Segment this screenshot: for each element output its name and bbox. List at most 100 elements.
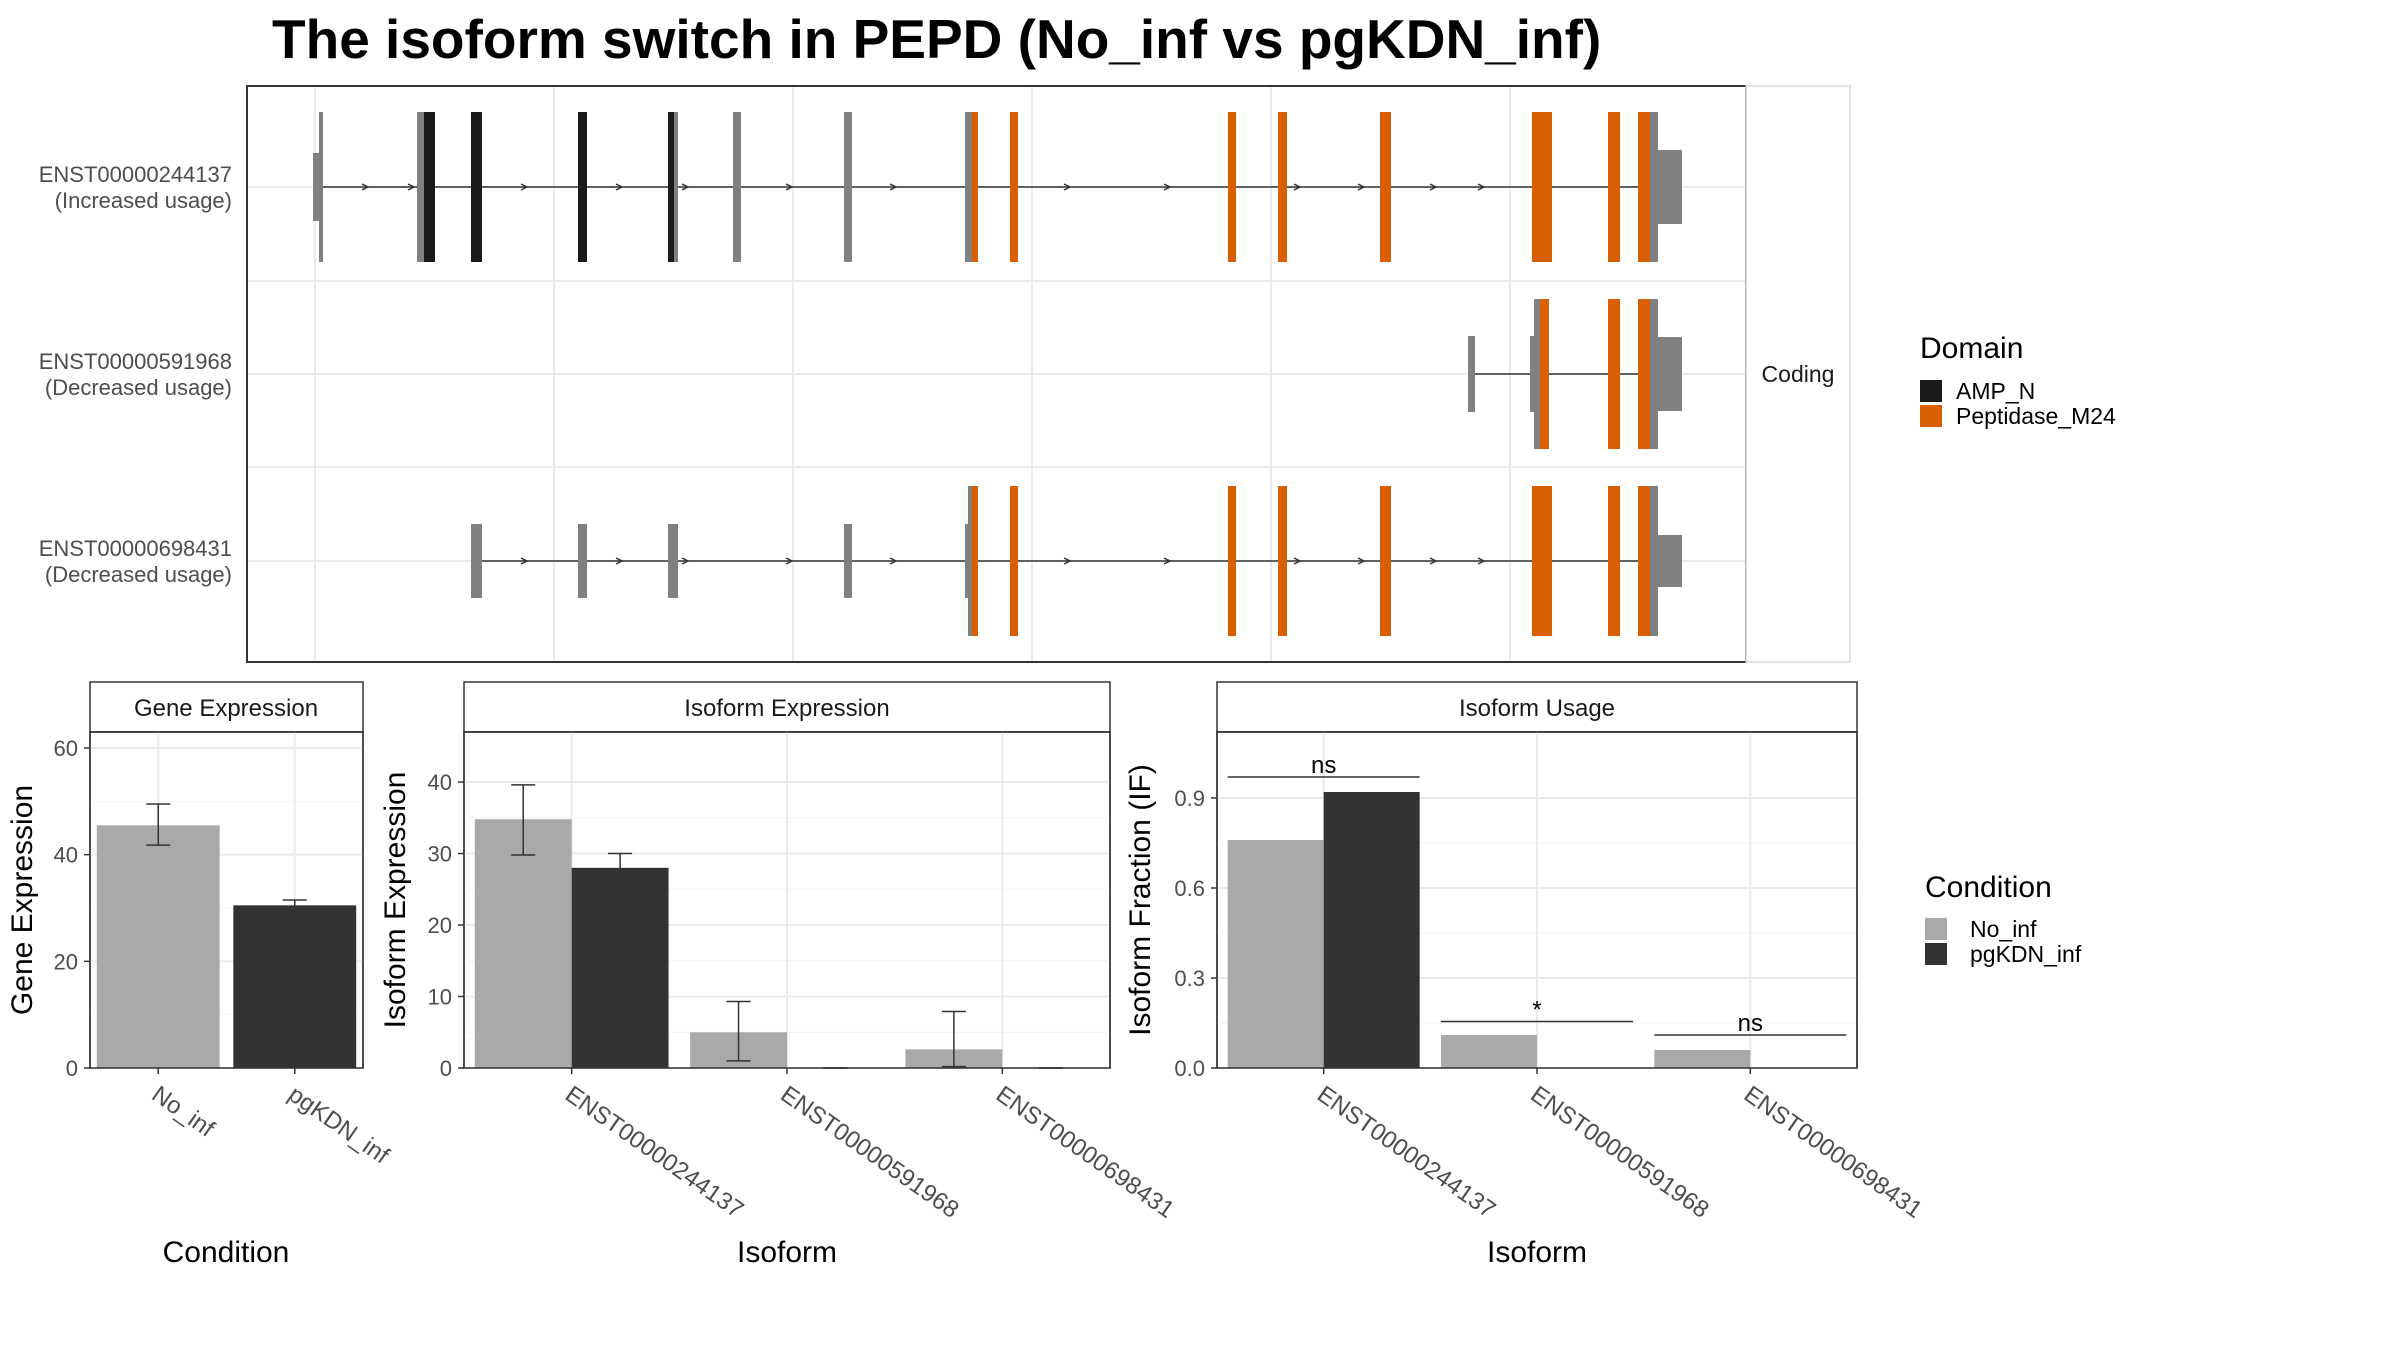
intron-direction-arrow	[361, 183, 370, 191]
significance-label: *	[1532, 997, 1541, 1024]
intron-direction-arrow	[407, 183, 416, 191]
peptidase-m24-domain-exon	[972, 112, 978, 262]
isoform-bar	[1441, 1035, 1537, 1068]
legend-swatch-peptidase-m24	[1920, 405, 1942, 427]
legend-label-no-inf: No_inf	[1970, 916, 2037, 942]
exon-block	[319, 112, 323, 262]
gene-expression-bar	[233, 905, 357, 1068]
intron-direction-arrow	[1293, 557, 1302, 565]
x-tick-label: No_inf	[147, 1081, 220, 1143]
legend-label-pgkdn-inf: pgKDN_inf	[1970, 941, 2082, 967]
y-tick-label: 30	[428, 842, 452, 867]
x-tick-label: ENST00000698431	[991, 1081, 1179, 1224]
x-tick-label: ENST00000698431	[1739, 1081, 1927, 1224]
intron-direction-arrow	[1477, 557, 1486, 565]
structure-marks	[313, 112, 1682, 636]
peptidase-m24-domain-exon	[1638, 486, 1652, 636]
y-tick-label: 10	[428, 985, 452, 1010]
peptidase-m24-domain-exon	[1608, 112, 1620, 262]
gene-expression-ylabel: Gene Expression	[6, 785, 39, 1015]
peptidase-m24-domain-exon	[1380, 112, 1391, 262]
gene-expression-bar	[96, 825, 220, 1068]
y-tick-label: 0	[440, 1056, 452, 1081]
exon-block	[417, 112, 425, 262]
exon-block	[1652, 150, 1682, 224]
legend-swatch-amp-n	[1920, 380, 1942, 402]
domain-legend: Domain AMP_N Peptidase_M24	[1920, 332, 2116, 429]
intron-direction-arrow	[1163, 183, 1172, 191]
isoform-bar	[1227, 840, 1324, 1068]
amp-n-domain-exon	[578, 112, 587, 262]
intron-direction-arrow	[1357, 557, 1366, 565]
peptidase-m24-domain-exon	[1278, 486, 1287, 636]
peptidase-m24-domain-exon	[1638, 299, 1652, 449]
y-tick-label: 0.3	[1174, 966, 1205, 991]
domain-legend-title: Domain	[1920, 332, 2023, 365]
coding-facet-label: Coding	[1762, 361, 1835, 387]
isoform-expression-strip	[463, 681, 1111, 733]
legend-label-amp-n: AMP_N	[1956, 378, 2035, 404]
figure-title: The isoform switch in PEPD (No_inf vs pg…	[272, 8, 1601, 70]
exon-block	[1652, 535, 1682, 587]
legend-label-peptidase-m24: Peptidase_M24	[1956, 403, 2116, 429]
isoform-expression-strip-label: Isoform Expression	[684, 695, 889, 722]
peptidase-m24-domain-exon	[1278, 112, 1287, 262]
y-tick-label: 40	[428, 770, 452, 795]
exon-block	[1468, 336, 1475, 412]
x-tick-label: ENST00000591968	[776, 1081, 964, 1224]
exon-block	[844, 524, 852, 598]
gene-expression-panel: Gene Expression 0 20 40 60 No_inf pgKDN_inf C…	[6, 681, 394, 1269]
isoform-usage-strip	[1216, 681, 1858, 733]
peptidase-m24-domain-exon	[1010, 486, 1018, 636]
amp-n-domain-exon	[471, 112, 482, 262]
peptidase-m24-domain-exon	[1608, 486, 1620, 636]
intron-direction-arrow	[681, 557, 690, 565]
transcript-label-2-id: ENST00000591968	[39, 349, 232, 374]
exon-block	[1534, 299, 1540, 449]
intron-direction-arrow	[1293, 183, 1302, 191]
amp-n-domain-exon	[424, 112, 435, 262]
isoform-bar	[571, 867, 669, 1068]
isoform-expression-panel: Isoform Expression 0 10 20 30 40 ENST00000244…	[379, 681, 1179, 1269]
intron-direction-arrow	[1063, 183, 1072, 191]
exon-block	[733, 112, 741, 262]
isoform-bar	[1323, 792, 1420, 1068]
intron-direction-arrow	[785, 183, 794, 191]
significance-label: ns	[1738, 1010, 1763, 1037]
isoform-bar	[474, 819, 572, 1068]
exon-block	[844, 112, 852, 262]
peptidase-m24-domain-exon	[1540, 299, 1549, 449]
intron-direction-arrow	[1357, 183, 1366, 191]
isoform-expression-ylabel: Isoform Expression	[379, 772, 412, 1029]
y-tick-label: 0.6	[1174, 876, 1205, 901]
y-tick-label: 0.9	[1174, 786, 1205, 811]
intron-direction-arrow	[615, 183, 624, 191]
peptidase-m24-domain-exon	[1228, 486, 1236, 636]
peptidase-m24-domain-exon	[1638, 112, 1652, 262]
coding-facet-strip	[1745, 85, 1851, 663]
condition-legend-title: Condition	[1925, 871, 2052, 904]
intron-direction-arrow	[1163, 557, 1172, 565]
x-tick-label: ENST00000244137	[560, 1081, 748, 1224]
y-tick-label: 20	[428, 913, 452, 938]
y-tick-label: 60	[54, 736, 78, 761]
amp-n-domain-exon	[668, 112, 674, 262]
transcript-label-2-usage: (Decreased usage)	[45, 375, 232, 400]
intron-direction-arrow	[1477, 183, 1486, 191]
isoform-bar	[1654, 1050, 1751, 1068]
intron-direction-arrow	[615, 557, 624, 565]
exon-block	[668, 524, 678, 598]
transcript-label-3-id: ENST00000698431	[39, 536, 232, 561]
intron-direction-arrow	[1063, 557, 1072, 565]
x-tick-label: ENST00000591968	[1526, 1081, 1714, 1224]
isoform-usage-panel: Isoform Usage 0.0 0.3 0.6 0.9 ns * ns ENST00000…	[1124, 681, 1927, 1269]
exon-block	[965, 112, 975, 262]
exon-block	[674, 112, 678, 262]
peptidase-m24-domain-exon	[972, 486, 978, 636]
condition-legend: Condition No_inf pgKDN_inf	[1925, 871, 2082, 967]
x-tick-label: pgKDN_inf	[283, 1081, 394, 1170]
peptidase-m24-domain-exon	[1380, 486, 1391, 636]
legend-swatch-pgkdn-inf	[1925, 943, 1947, 965]
y-tick-label: 40	[54, 843, 78, 868]
